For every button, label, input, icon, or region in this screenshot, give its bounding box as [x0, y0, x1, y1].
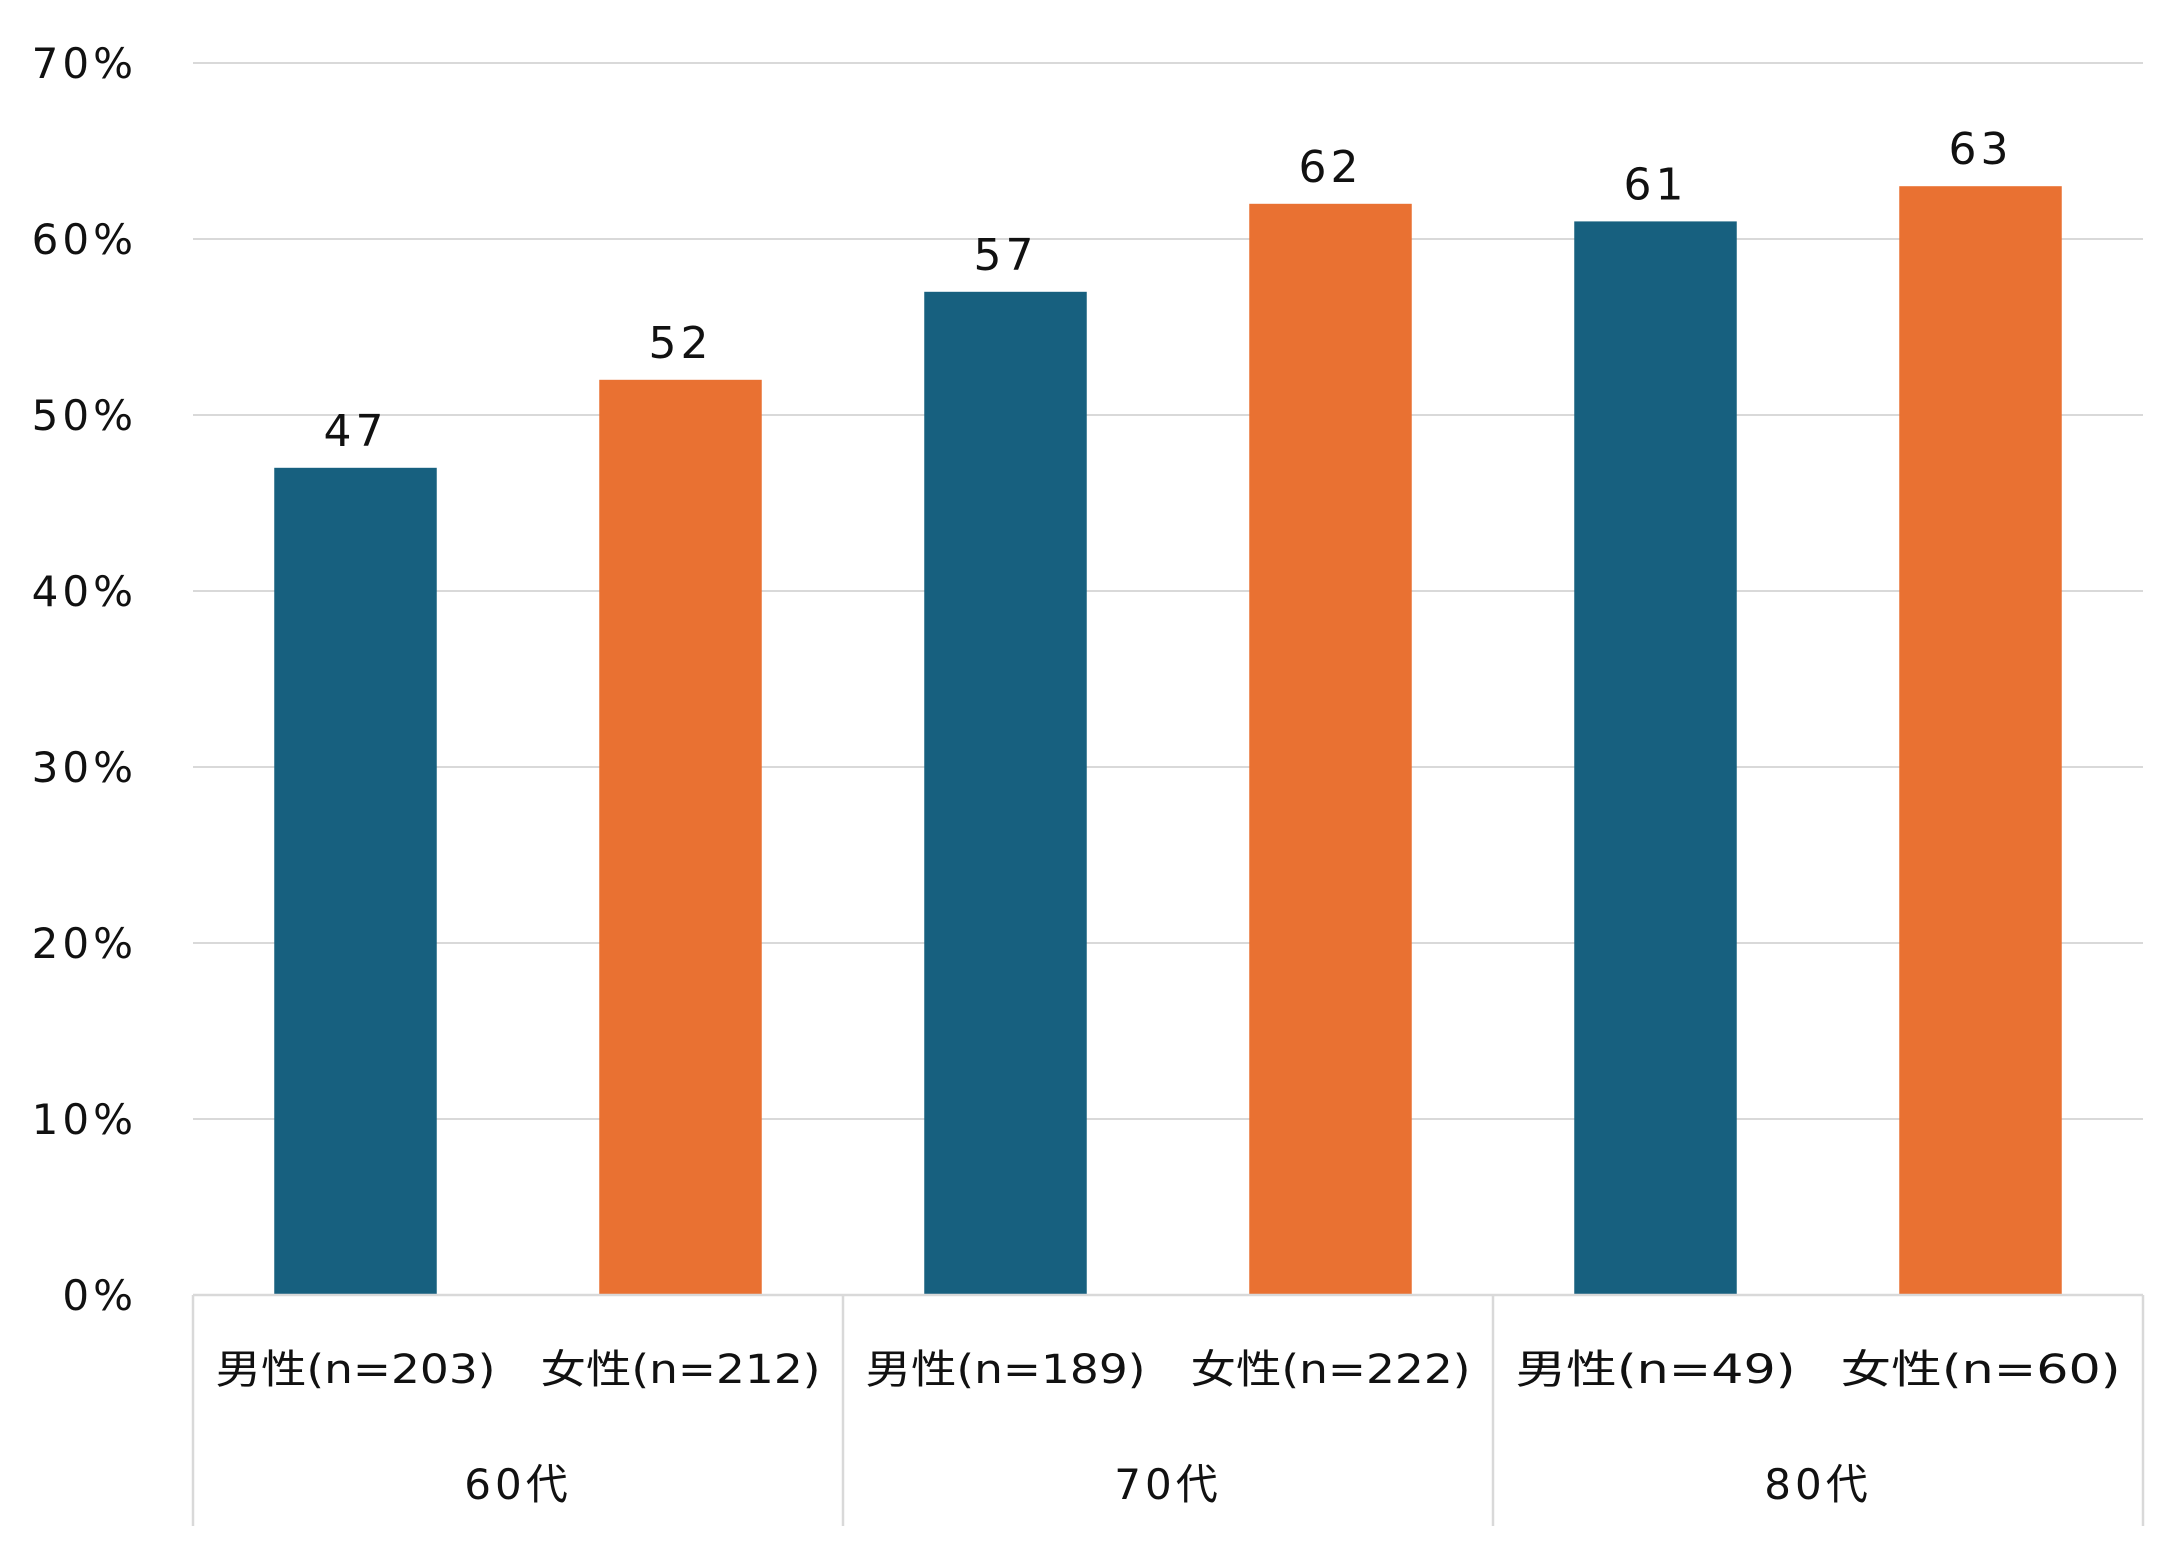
bar — [1574, 221, 1737, 1295]
bar — [924, 291, 1087, 1295]
bar — [1249, 203, 1412, 1295]
x-group-label: 80代 — [1764, 1460, 1871, 1509]
y-tick-label: 50% — [32, 391, 137, 440]
bar — [274, 467, 437, 1295]
data-label: 52 — [649, 318, 713, 369]
data-label: 62 — [1299, 142, 1363, 193]
data-label: 47 — [324, 406, 388, 457]
y-tick-label: 20% — [32, 919, 137, 968]
data-label: 63 — [1949, 124, 2013, 175]
x-group-label: 70代 — [1114, 1460, 1221, 1509]
y-tick-label: 40% — [32, 567, 137, 616]
y-tick-label: 30% — [32, 743, 137, 792]
bar — [1899, 186, 2062, 1296]
bar — [599, 379, 762, 1295]
x-group-label: 60代 — [464, 1460, 571, 1509]
data-label: 57 — [974, 230, 1038, 281]
x-category-label: 女性(n=60) — [1841, 1347, 2121, 1393]
y-tick-label: 70% — [32, 39, 137, 88]
x-category-label: 男性(n=203) — [216, 1347, 496, 1393]
data-label: 61 — [1624, 159, 1688, 210]
y-tick-label: 60% — [32, 215, 137, 264]
x-category-label: 女性(n=212) — [541, 1347, 821, 1393]
x-category-label: 男性(n=49) — [1516, 1347, 1796, 1393]
x-category-label: 男性(n=189) — [866, 1347, 1146, 1393]
y-tick-label: 0% — [62, 1271, 137, 1320]
y-tick-label: 10% — [32, 1095, 137, 1144]
x-category-label: 女性(n=222) — [1191, 1347, 1471, 1393]
